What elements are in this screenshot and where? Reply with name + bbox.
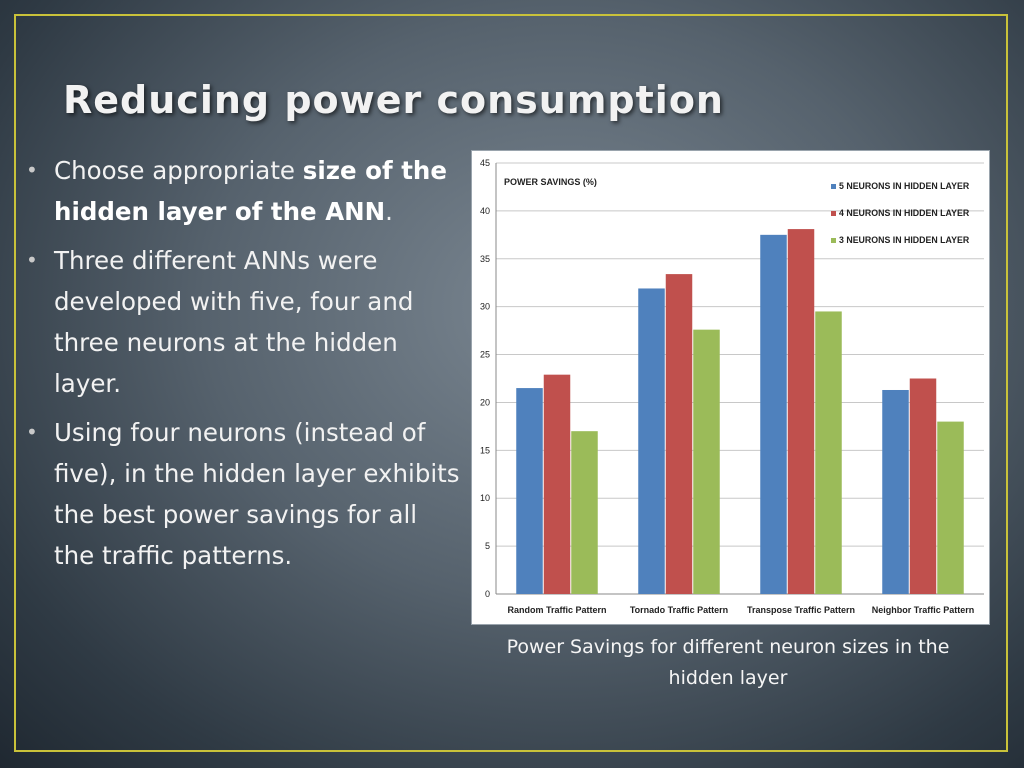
y-tick-label: 30 (480, 302, 490, 312)
legend-swatch (831, 184, 836, 189)
bullet-list: • Choose appropriate size of the hidden … (24, 150, 464, 584)
y-tick-label: 45 (480, 158, 490, 168)
bar (815, 311, 842, 594)
bullet-3-text: Using four neurons (instead of five), in… (54, 418, 460, 570)
y-tick-label: 10 (480, 493, 490, 503)
y-tick-label: 25 (480, 350, 490, 360)
bullet-item-3: • Using four neurons (instead of five), … (24, 412, 464, 576)
bullet-icon: • (26, 158, 38, 182)
legend-label: 5 NEURONS IN HIDDEN LAYER (839, 181, 970, 191)
slide-frame (14, 14, 1008, 752)
chart-caption: Power Savings for different neuron sizes… (506, 636, 950, 689)
bar-chart: 0 5 10 15 20 25 30 35 40 45 Random Traffic Pattern… (480, 158, 984, 615)
chart-container: 0 5 10 15 20 25 30 35 40 45 Random Traffic Pattern… (471, 150, 990, 625)
bullet-item-2: • Three different ANNs were developed wi… (24, 240, 464, 404)
x-tick-label: Random Traffic Pattern (507, 605, 606, 615)
x-tick-label: Neighbor Traffic Pattern (872, 605, 975, 615)
bar (937, 421, 964, 594)
y-tick-label: 35 (480, 254, 490, 264)
bullet-1-bold: size of the hidden layer of the ANN (54, 156, 447, 226)
legend-swatch (831, 211, 836, 216)
legend-label: 4 NEURONS IN HIDDEN LAYER (839, 208, 970, 218)
bullet-1-text: Choose appropriate (54, 156, 303, 185)
y-tick-label: 20 (480, 397, 490, 407)
bullet-item-1: • Choose appropriate size of the hidden … (24, 150, 464, 232)
bullet-icon: • (26, 248, 38, 272)
x-tick-label: Transpose Traffic Pattern (747, 605, 855, 615)
slide-title: Reducing power consumption (63, 78, 724, 122)
bullet-1-end: . (385, 197, 393, 226)
y-tick-label: 15 (480, 445, 490, 455)
legend-label: 3 NEURONS IN HIDDEN LAYER (839, 235, 970, 245)
legend-swatch (831, 238, 836, 243)
bar (787, 229, 815, 594)
bar (909, 378, 937, 594)
bar (516, 388, 543, 594)
bullet-icon: • (26, 420, 38, 444)
bar (543, 374, 571, 594)
y-tick-label: 0 (485, 589, 490, 599)
bar (693, 329, 720, 594)
bar (882, 389, 909, 594)
y-tick-label: 5 (485, 541, 490, 551)
bullet-2-text: Three different ANNs were developed with… (54, 246, 414, 398)
chart-title: POWER SAVINGS (%) (504, 177, 597, 187)
bar (571, 431, 598, 594)
x-tick-label: Tornado Traffic Pattern (630, 605, 728, 615)
y-tick-label: 40 (480, 206, 490, 216)
bar (638, 288, 665, 594)
bar (760, 234, 787, 594)
bar (665, 274, 693, 594)
